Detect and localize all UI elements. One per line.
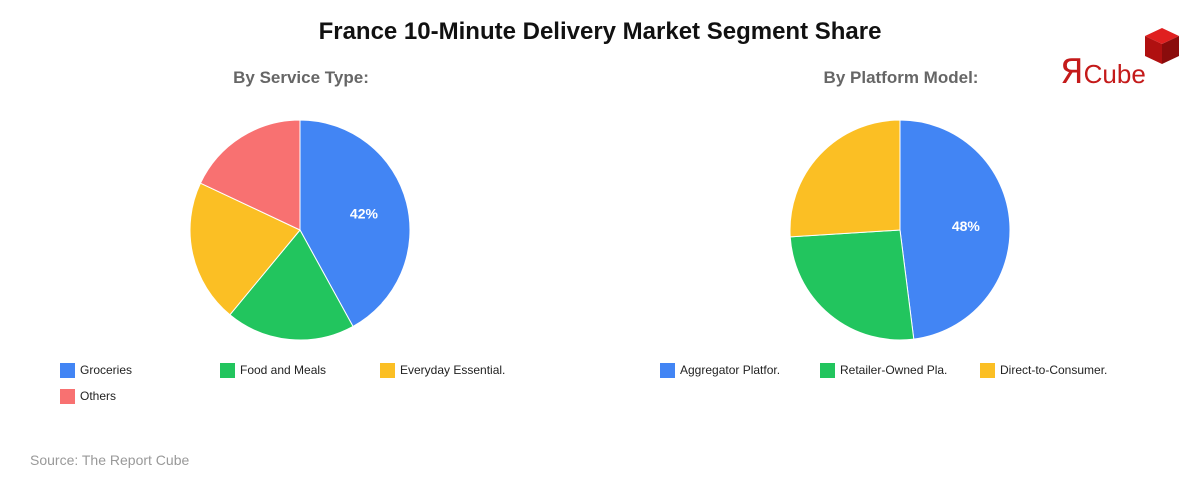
pie-1-title: By Service Type:: [233, 68, 369, 87]
source-note: Source: The Report Cube: [30, 452, 190, 468]
pie-slice-retailer-owned-pla: [789, 229, 915, 341]
legend-swatch: [220, 363, 235, 378]
report-cube-logo: ЯCube: [1060, 26, 1185, 92]
legend-label: Groceries: [80, 363, 133, 377]
logo-word: Cube: [1083, 59, 1146, 89]
legend-swatch: [60, 389, 75, 404]
pie-slice-everyday-essential: [189, 182, 301, 316]
pie-chart-service-type: 42%: [189, 119, 411, 341]
legend-swatch: [60, 363, 75, 378]
legend-swatch: [660, 363, 675, 378]
logo-mark: Я: [1060, 52, 1084, 92]
legend-label: Others: [80, 389, 117, 403]
logo-text: ЯCube: [1060, 52, 1146, 92]
legend-label: Retailer-Owned Pla.: [840, 363, 948, 377]
slice-data-label: 42%: [350, 206, 379, 222]
pie-slice-food-and-meals: [229, 229, 354, 341]
legend-label: Direct-to-Consumer.: [1000, 363, 1108, 377]
red-cube-icon: [1145, 28, 1179, 64]
pie-slice-others: [199, 119, 301, 231]
slice-data-label: 48%: [952, 218, 981, 234]
legend-swatch: [380, 363, 395, 378]
legend-label: Everyday Essential.: [400, 363, 506, 377]
pie-slice-direct-to-consumer: [789, 119, 901, 238]
pie-chart-platform-model: 48%: [789, 119, 1011, 341]
legend-swatch: [980, 363, 995, 378]
legend-label: Aggregator Platfor.: [680, 363, 781, 377]
legend-swatch: [820, 363, 835, 378]
pie-slice-aggregator-platfor: [899, 119, 1011, 340]
pie-slice-groceries: [299, 119, 411, 328]
pie-2-title: By Platform Model:: [823, 68, 979, 87]
chart-title: France 10-Minute Delivery Market Segment…: [318, 18, 882, 45]
legend-label: Food and Meals: [240, 363, 327, 377]
